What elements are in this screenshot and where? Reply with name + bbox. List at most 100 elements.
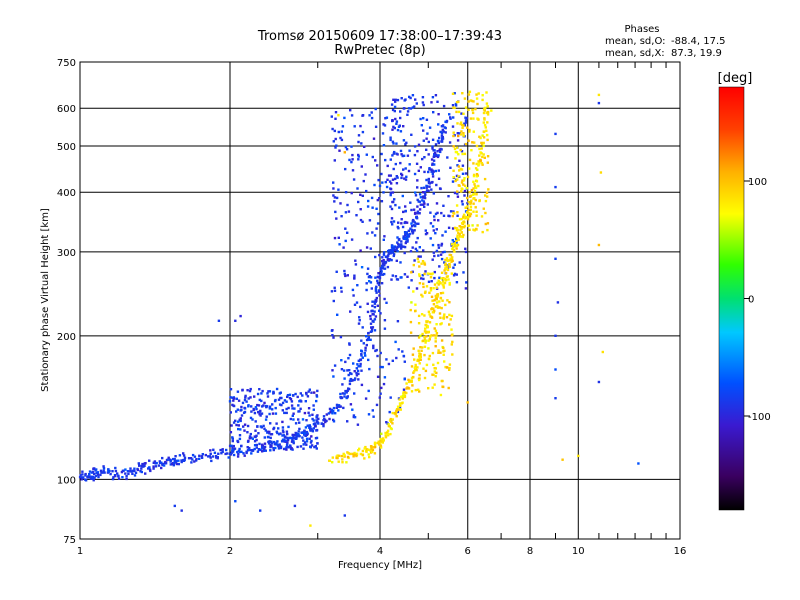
x-mode-point <box>478 199 481 202</box>
o-mode-point <box>373 183 376 187</box>
o-mode-point <box>449 116 452 119</box>
o-mode-point <box>554 397 557 400</box>
o-mode-point <box>334 146 337 149</box>
o-mode-point <box>332 140 335 143</box>
o-mode-point <box>437 141 440 145</box>
x-mode-point <box>474 107 477 111</box>
x-mode-point <box>484 126 487 129</box>
x-mode-point <box>457 184 460 187</box>
o-mode-point <box>381 259 384 263</box>
x-mode-point <box>453 250 456 253</box>
x-mode-point <box>482 207 485 210</box>
o-mode-point <box>465 116 468 120</box>
o-mode-point <box>413 145 417 148</box>
x-mode-point <box>452 248 455 252</box>
o-mode-point <box>198 454 201 457</box>
o-mode-point <box>253 411 257 415</box>
x-mode-point <box>486 105 489 108</box>
o-mode-point <box>400 247 403 250</box>
o-mode-point <box>383 124 387 127</box>
x-mode-point <box>395 409 399 412</box>
o-mode-point <box>382 238 385 241</box>
o-mode-point <box>127 472 130 476</box>
o-mode-point <box>260 392 263 395</box>
x-mode-point <box>460 190 463 193</box>
o-mode-point <box>389 193 392 197</box>
o-mode-point <box>80 478 83 481</box>
o-mode-point <box>322 415 326 418</box>
o-mode-point <box>424 229 427 232</box>
o-mode-point <box>312 419 315 422</box>
o-mode-point <box>114 466 117 470</box>
x-mode-point <box>449 254 453 257</box>
x-mode-point <box>448 323 451 326</box>
o-mode-point <box>464 287 468 290</box>
y-tick-label: 400 <box>57 188 76 199</box>
o-mode-point <box>432 159 436 162</box>
o-mode-point <box>357 134 361 137</box>
o-mode-point <box>456 164 459 167</box>
o-mode-point <box>258 388 261 391</box>
o-mode-point <box>264 404 268 408</box>
o-mode-point <box>229 431 233 434</box>
o-mode-point <box>281 434 284 437</box>
o-mode-point <box>285 430 289 433</box>
x-mode-point <box>481 230 484 234</box>
x-mode-point <box>369 449 372 452</box>
o-mode-point <box>311 417 314 421</box>
o-mode-point <box>296 395 299 399</box>
x-mode-point <box>432 334 436 337</box>
o-mode-point <box>310 439 313 443</box>
o-mode-point <box>438 136 441 140</box>
o-mode-point <box>449 210 453 213</box>
o-mode-point <box>425 148 428 151</box>
o-mode-point <box>88 473 91 476</box>
x-mode-point <box>435 301 439 304</box>
o-mode-point <box>352 362 355 365</box>
x-mode-point <box>430 316 434 319</box>
o-mode-point <box>339 136 342 140</box>
x-mode-point <box>386 429 390 432</box>
o-mode-point <box>235 397 238 400</box>
x-tick-label: 6 <box>465 546 471 557</box>
x-mode-point <box>424 369 428 373</box>
x-mode-point <box>452 145 455 148</box>
o-mode-point <box>391 191 395 194</box>
o-mode-point <box>337 188 340 191</box>
o-mode-point <box>234 500 237 503</box>
o-mode-point <box>430 101 433 104</box>
o-mode-point <box>348 382 352 386</box>
x-mode-point <box>420 262 423 265</box>
o-mode-point <box>367 199 370 203</box>
o-mode-point <box>189 457 193 460</box>
o-mode-point <box>416 212 419 215</box>
o-mode-point <box>375 296 378 300</box>
o-mode-point <box>281 439 284 442</box>
o-mode-point <box>237 452 240 456</box>
o-mode-point <box>383 319 387 322</box>
x-mode-point <box>458 169 461 172</box>
o-mode-point <box>187 457 191 460</box>
o-mode-point <box>340 130 343 133</box>
o-mode-point <box>435 183 438 187</box>
o-mode-point <box>296 435 299 438</box>
x-mode-point <box>476 117 479 120</box>
o-mode-point <box>432 251 435 254</box>
o-mode-point <box>362 179 365 183</box>
o-mode-point <box>234 319 237 322</box>
x-mode-point <box>482 121 485 124</box>
o-mode-point <box>352 178 356 181</box>
o-mode-point <box>281 420 284 424</box>
x-mode-point <box>439 323 442 326</box>
o-mode-point <box>452 240 456 244</box>
x-mode-point <box>441 280 445 283</box>
x-mode-point <box>453 147 457 151</box>
x-mode-point <box>437 349 440 352</box>
o-mode-point <box>305 430 309 434</box>
o-mode-point <box>102 467 106 470</box>
o-mode-point <box>331 127 334 131</box>
o-mode-point <box>454 102 458 106</box>
o-mode-point <box>342 369 346 372</box>
o-mode-point <box>271 412 275 415</box>
o-mode-point <box>378 283 381 287</box>
